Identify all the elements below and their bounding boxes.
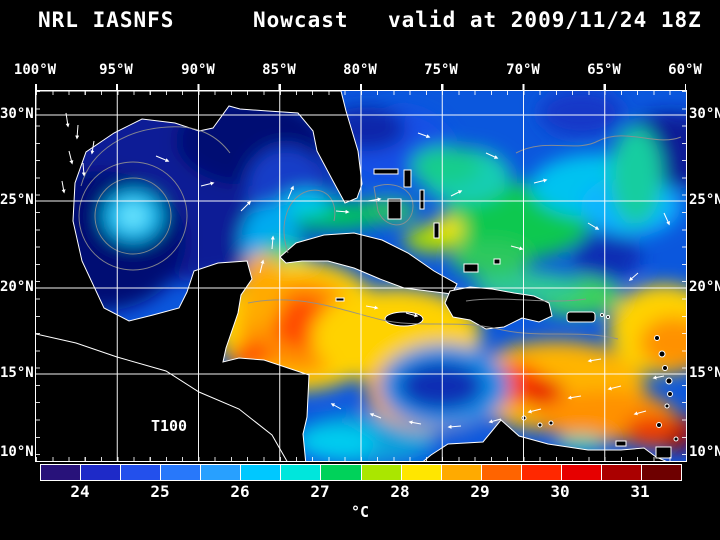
lon-tick-label: 90°W [181, 62, 215, 78]
island-hispaniola [444, 286, 553, 330]
lon-tick-label: 100°W [13, 62, 57, 78]
island-virgin-1 [600, 313, 604, 317]
colorbar-segment [281, 465, 322, 480]
island-long-island [433, 222, 440, 239]
depth-annotation: T100 [151, 417, 187, 435]
island-st-lucia [667, 391, 673, 397]
island-martinique [665, 377, 673, 385]
colorbar-segment [81, 465, 122, 480]
colorbar-segment [441, 465, 482, 480]
minor-ticks-bottom [36, 457, 686, 461]
colorbar-segment [161, 465, 202, 480]
colorbar-labels: 24 25 26 27 28 29 30 31 [40, 482, 680, 501]
colorbar-segment [201, 465, 242, 480]
island-tobago [673, 436, 679, 442]
colorbar-tick-label: 24 [70, 482, 90, 501]
island-andros [387, 198, 402, 220]
colorbar-segment [641, 465, 681, 480]
map-svg: T100 [36, 91, 686, 461]
island-turks [493, 258, 501, 265]
colorbar-tick-label: 27 [310, 482, 330, 501]
colorbar-segment [121, 465, 162, 480]
minor-ticks-left [36, 91, 40, 461]
island-curacao [537, 422, 543, 428]
colorbar-segment [321, 465, 362, 480]
lon-tick-label: 85°W [262, 62, 296, 78]
lon-tick-label: 60°W [668, 62, 702, 78]
lat-tick-label: 30°N [689, 106, 720, 122]
contour-layer [78, 126, 682, 340]
lat-tick-label: 20°N [689, 279, 720, 295]
sst-field-blobs [36, 91, 686, 461]
island-antigua [654, 335, 660, 341]
lon-tick-label: 75°W [424, 62, 458, 78]
lat-tick-label: 30°N [0, 106, 34, 122]
lon-tick-label: 80°W [343, 62, 377, 78]
island-grand-bahama [373, 168, 399, 175]
colorbar-segment [481, 465, 522, 480]
island-eleuthera [419, 189, 425, 210]
map-panel: T100 [35, 90, 687, 462]
island-grenada [656, 422, 662, 428]
island-abaco [403, 169, 412, 188]
colorbar-tick-label: 30 [550, 482, 570, 501]
colorbar-segment [41, 465, 82, 480]
colorbar-segment [521, 465, 562, 480]
island-puerto-rico [566, 311, 596, 323]
lat-tick-label: 15°N [0, 365, 34, 381]
lon-tick-label: 70°W [506, 62, 540, 78]
lat-tick-label: 20°N [0, 279, 34, 295]
colorbar-segment [601, 465, 642, 480]
colorbar-segment [561, 465, 602, 480]
island-dominica [662, 365, 668, 371]
colorbar-tick-label: 25 [150, 482, 170, 501]
colorbar [40, 464, 682, 481]
lon-major-ticks [35, 84, 686, 90]
colorbar-tick-label: 28 [390, 482, 410, 501]
island-st-vincent [664, 403, 670, 409]
lat-tick-label: 10°N [0, 444, 34, 460]
pacific-coastline [36, 333, 288, 461]
lon-tick-label: 65°W [587, 62, 621, 78]
lat-tick-label: 25°N [0, 192, 34, 208]
island-guadeloupe [658, 350, 666, 358]
colorbar-tick-label: 29 [470, 482, 490, 501]
colorbar-segment [361, 465, 402, 480]
island-bonaire [548, 420, 554, 426]
island-cayman [335, 297, 345, 302]
colorbar-segment [401, 465, 442, 480]
valid-time: valid at 2009/11/24 18Z [388, 8, 702, 32]
lat-tick-label: 15°N [689, 365, 720, 381]
colorbar-segment [241, 465, 282, 480]
lat-tick-label: 25°N [689, 192, 720, 208]
colorbar-unit: °C [350, 503, 370, 521]
lon-tick-label: 95°W [99, 62, 133, 78]
lat-tick-label: 10°N [689, 444, 720, 460]
model-name: NRL IASNFS [38, 8, 175, 32]
island-great-inagua [463, 263, 479, 273]
colorbar-tick-label: 26 [230, 482, 250, 501]
minor-ticks-right [682, 91, 686, 461]
colorbar-tick-label: 31 [630, 482, 650, 501]
product-name: Nowcast [253, 8, 349, 32]
grid-layer [36, 91, 686, 461]
current-vectors-layer [61, 112, 670, 429]
island-virgin-2 [606, 315, 610, 319]
minor-ticks-top [36, 91, 686, 95]
island-margarita [615, 440, 627, 447]
